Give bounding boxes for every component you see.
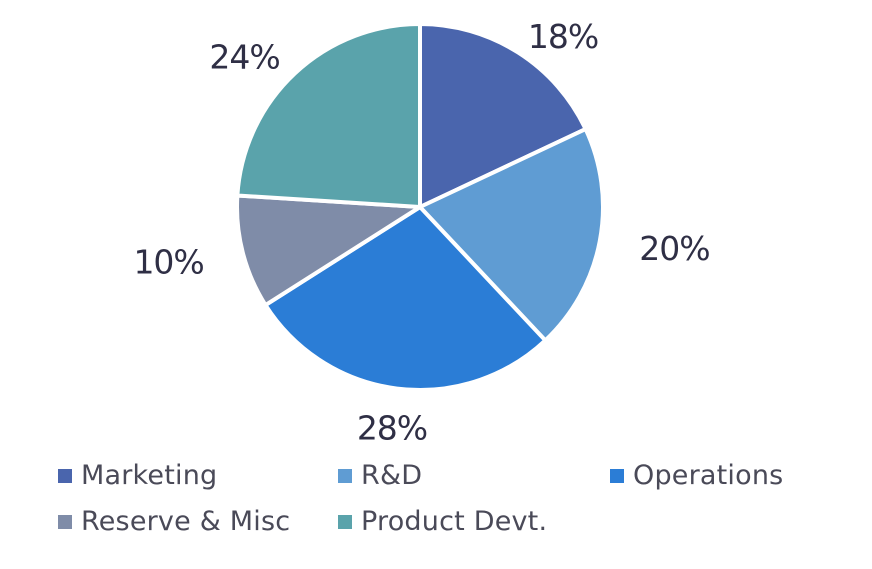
data-label-reserve-misc: 10%	[133, 243, 203, 282]
legend-item-operations: Operations	[610, 460, 783, 491]
data-label-marketing: 18%	[528, 17, 598, 56]
legend-swatch-reserve-misc	[58, 514, 72, 529]
pie-data-labels: 18% 20% 28% 10% 24%	[133, 17, 710, 448]
pie-slice-marketing	[418, 22, 588, 209]
pie-slice-product-devt	[235, 22, 422, 209]
legend-label-reserve-misc: Reserve & Misc	[81, 506, 291, 537]
pie-slices	[235, 22, 605, 392]
pie-slice-reserve-misc	[235, 193, 422, 308]
legend-swatch-rnd	[338, 468, 352, 483]
data-label-operations: 28%	[357, 409, 427, 448]
legend-label-operations: Operations	[633, 460, 784, 491]
legend-label-marketing: Marketing	[81, 460, 218, 491]
legend-swatch-operations	[610, 468, 624, 483]
legend-item-product-devt: Product Devt.	[338, 506, 547, 537]
legend-label-rnd: R&D	[361, 460, 423, 491]
data-label-product-devt: 24%	[209, 38, 279, 77]
data-label-rnd: 20%	[639, 229, 709, 268]
chart-legend: Marketing R&D Operations Reserve & Misc …	[58, 452, 848, 557]
legend-swatch-marketing	[58, 468, 72, 483]
legend-item-marketing: Marketing	[58, 460, 217, 491]
legend-label-product-devt: Product Devt.	[361, 506, 548, 537]
legend-item-reserve-misc: Reserve & Misc	[58, 506, 290, 537]
legend-swatch-product-devt	[338, 514, 352, 529]
pie-slice-rnd	[418, 127, 605, 343]
pie-slice-operations	[263, 205, 548, 392]
legend-item-rnd: R&D	[338, 460, 422, 491]
